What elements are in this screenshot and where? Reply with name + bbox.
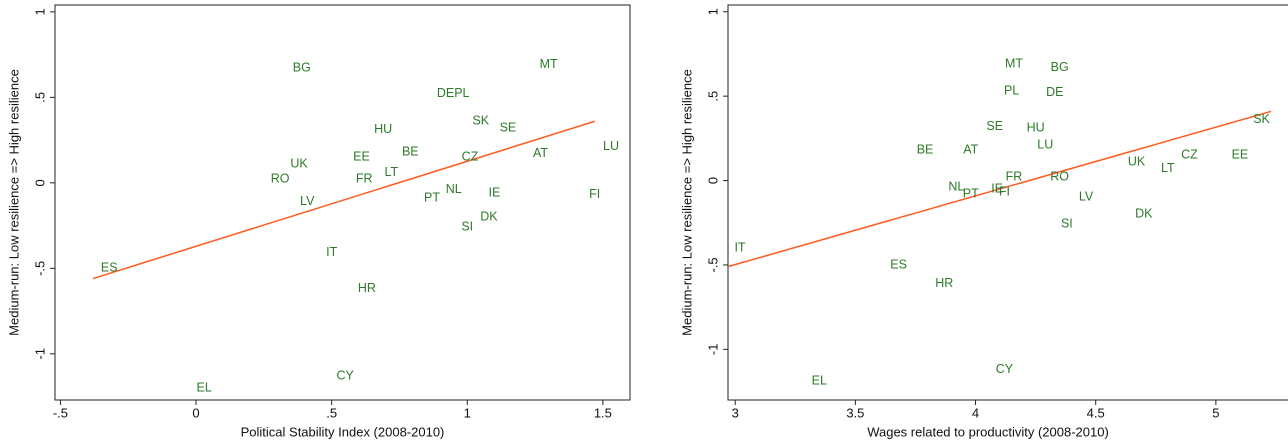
point-label: DE (437, 86, 454, 100)
x-tick-label: 5 (1212, 405, 1219, 420)
point-label: LU (1037, 137, 1053, 151)
plot-frame (727, 4, 1288, 401)
point-label: DK (1135, 207, 1153, 221)
point-label: SE (986, 119, 1003, 133)
point-label: SI (1061, 217, 1073, 231)
x-tick-label: 3 (732, 405, 739, 420)
point-label: LV (1079, 190, 1094, 204)
y-tick-label: 0 (705, 177, 720, 184)
point-label: IT (734, 240, 745, 254)
point-label: BG (1051, 60, 1069, 74)
point-label: HR (935, 276, 953, 290)
point-label: LU (603, 139, 619, 153)
point-label: UK (290, 156, 308, 170)
point-label: CY (337, 368, 355, 382)
x-axis-title: Political Stability Index (2008-2010) (241, 424, 445, 439)
x-tick-label: 0 (192, 405, 199, 420)
plot-frame (54, 4, 631, 401)
x-tick-label: 4 (972, 405, 979, 420)
x-tick-label: 4.5 (1087, 405, 1105, 420)
point-label: FR (356, 172, 373, 186)
point-label: CZ (462, 149, 479, 163)
point-label: EE (1232, 148, 1249, 162)
point-label: FI (999, 185, 1010, 199)
point-label: AT (963, 142, 978, 156)
y-tick-label: .5 (705, 91, 720, 102)
point-label: SI (461, 220, 473, 234)
point-label: PL (1004, 83, 1019, 97)
point-label: IE (488, 185, 500, 199)
fit-line (92, 120, 595, 280)
x-tick-label: -.5 (53, 405, 68, 420)
point-label: CY (996, 362, 1014, 376)
point-label: PL (454, 86, 469, 100)
point-label: SK (1253, 112, 1270, 126)
point-label: SE (500, 120, 517, 134)
point-label: ES (890, 257, 907, 271)
point-label: MT (540, 57, 558, 71)
x-tick-label: 1 (464, 405, 471, 420)
fit-line (727, 110, 1272, 268)
point-label: UK (1128, 154, 1146, 168)
point-label: BG (293, 61, 311, 75)
point-label: LV (300, 194, 315, 208)
y-tick-label: -.5 (705, 257, 720, 272)
point-label: DK (480, 209, 498, 223)
point-label: BE (917, 142, 934, 156)
point-label: DE (1046, 85, 1063, 99)
x-axis-title: Wages related to productivity (2008-2010… (867, 424, 1109, 439)
point-label: HR (358, 281, 376, 295)
point-label: EE (353, 149, 370, 163)
y-tick-label: 0 (32, 179, 47, 186)
x-tick-label: 3.5 (846, 405, 864, 420)
point-label: AT (533, 146, 548, 160)
point-label: FI (589, 187, 600, 201)
point-label: IE (991, 181, 1003, 195)
point-label: PT (963, 186, 979, 200)
y-tick-label: 1 (32, 8, 47, 15)
point-label: RO (271, 172, 290, 186)
x-tick-label: .5 (326, 405, 337, 420)
y-axis-title: Medium-run: Low resilience => High resil… (679, 69, 694, 336)
y-tick-label: -1 (32, 348, 47, 360)
y-axis-title: Medium-run: Low resilience => High resil… (6, 69, 21, 336)
point-label: MT (1005, 56, 1023, 70)
point-label: PT (424, 191, 440, 205)
point-label: LT (1161, 161, 1175, 175)
point-label: SK (472, 114, 489, 128)
point-label: LT (384, 165, 398, 179)
x-tick-label: 1.5 (594, 405, 612, 420)
point-label: HU (374, 122, 392, 136)
point-label: BE (402, 144, 419, 158)
point-label: NL (948, 180, 964, 194)
y-tick-label: -1 (705, 344, 720, 356)
point-label: CZ (1181, 148, 1198, 162)
y-tick-label: 1 (705, 8, 720, 15)
point-label: EL (812, 374, 827, 388)
point-label: HU (1027, 121, 1045, 135)
point-label: FR (1006, 169, 1023, 183)
point-label: IT (326, 245, 337, 259)
y-tick-label: -.5 (32, 261, 47, 276)
point-label: NL (446, 182, 462, 196)
y-tick-label: .5 (32, 92, 47, 103)
point-label: ES (101, 261, 118, 275)
point-label: EL (197, 380, 212, 394)
point-label: RO (1050, 169, 1069, 183)
